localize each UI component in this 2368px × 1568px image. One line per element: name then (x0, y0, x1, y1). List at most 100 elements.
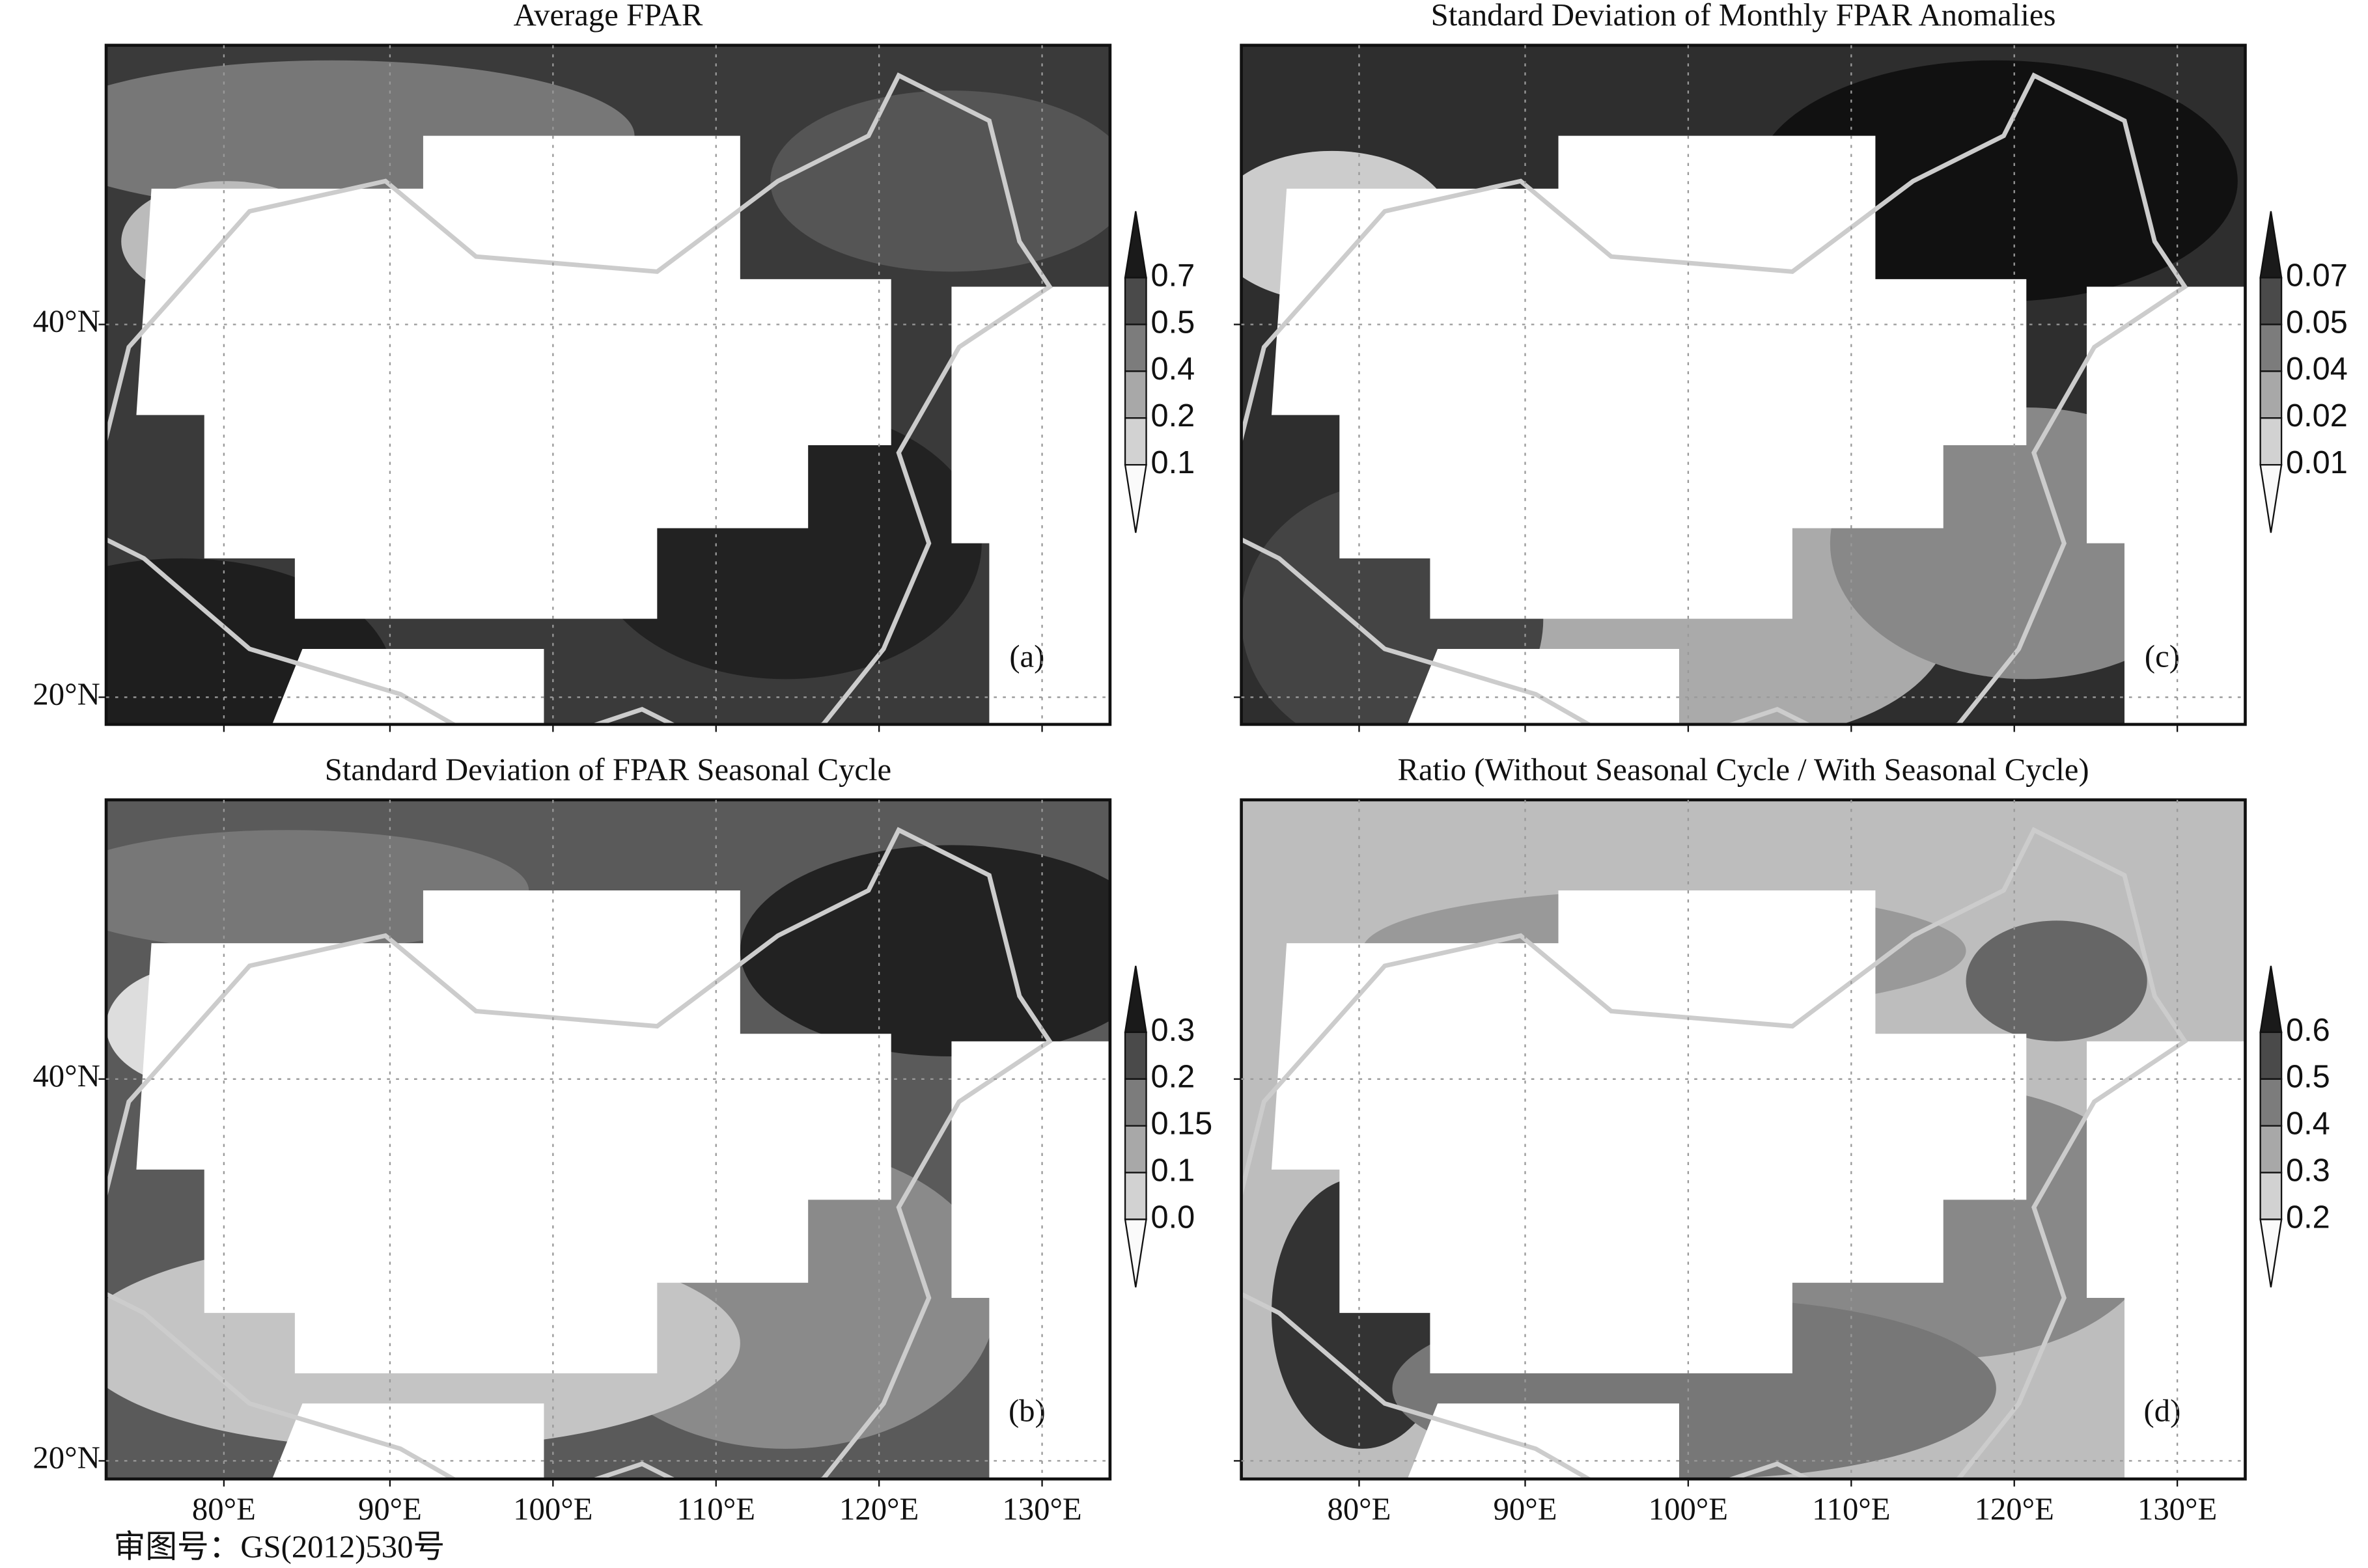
colorbar-tick-label: 0.4 (2286, 1107, 2330, 1142)
map-frame (1240, 44, 2247, 726)
colorbar-segment (2259, 1078, 2283, 1127)
y-tick-label: 40°N (33, 304, 100, 339)
panel-label: (a) (1009, 639, 1044, 674)
missing-data (951, 1041, 1110, 1479)
y-tick-label: 40°N (33, 1058, 100, 1093)
panel-title: Standard Deviation of Monthly FPAR Anoma… (1431, 0, 2056, 33)
colorbar-segment (2259, 277, 2283, 325)
colorbar-segment (2259, 370, 2283, 419)
colorbar-end (1124, 211, 1147, 279)
colorbar-end (2259, 1218, 2283, 1287)
contour-region (740, 845, 1110, 1056)
panel-label: (b) (1009, 1394, 1046, 1429)
colorbar-segment (1124, 1031, 1147, 1080)
colorbar-tick-label: 0.1 (1150, 1153, 1195, 1188)
map-field (1241, 45, 2246, 724)
panel-title: Ratio (Without Seasonal Cycle / With Sea… (1398, 752, 2089, 787)
china-border (106, 827, 1053, 1479)
y-tick-label: 20°N (33, 676, 100, 711)
colorbar-segment (1124, 1125, 1147, 1174)
map-field (106, 799, 1110, 1479)
y-tick-label: 20°N (33, 1440, 100, 1476)
colorbar-end (1124, 1218, 1147, 1287)
colorbar-tick-label: 0.2 (1150, 398, 1195, 433)
x-tick-label: 100°E (513, 1491, 592, 1526)
map-frame (104, 798, 1112, 1481)
panel-label: (c) (2145, 639, 2180, 674)
map-panel: Average FPAR (a) 40°N 20°N 0.7 0.5 0.4 0.2 0.1 (33, 0, 1195, 732)
footer: 审图号：GS(2012)530号 (114, 1529, 445, 1564)
map-frame (1240, 798, 2247, 1481)
missing-data (272, 648, 544, 724)
colorbar-tick-label: 0.5 (1150, 305, 1195, 340)
missing-data (1407, 648, 1679, 724)
x-tick-label: 80°E (1328, 1491, 1391, 1526)
colorbar-tick-label: 0.2 (1150, 1060, 1195, 1095)
colorbar-tick-label: 0.0 (1150, 1200, 1195, 1235)
colorbar-tick-label: 0.07 (2286, 258, 2348, 293)
x-tick-label: 110°E (1812, 1491, 1890, 1526)
colorbar-segment (1124, 1078, 1147, 1127)
missing-data (951, 286, 1110, 724)
missing-data (1271, 135, 2027, 619)
map-panel: Standard Deviation of Monthly FPAR Anoma… (1234, 0, 2348, 732)
china-border (1241, 72, 2188, 724)
colorbar-end (1124, 463, 1147, 533)
colorbar-end (1124, 965, 1147, 1034)
colorbar-tick-label: 0.2 (2286, 1200, 2330, 1235)
colorbar-tick-label: 0.3 (2286, 1153, 2330, 1188)
map-frame (104, 44, 1112, 726)
contour-region (106, 830, 529, 951)
map-field (106, 45, 1110, 724)
colorbar-tick-label: 0.04 (2286, 351, 2348, 387)
colorbar-tick-label: 0.6 (2286, 1013, 2330, 1048)
x-tick-label: 130°E (2138, 1491, 2217, 1526)
colorbar-segment (2259, 1172, 2283, 1220)
x-tick-label: 120°E (839, 1491, 919, 1526)
colorbar-segment (1124, 1172, 1147, 1220)
colorbar-end (2259, 211, 2283, 279)
colorbar-segment (2259, 1031, 2283, 1080)
missing-data (136, 890, 891, 1373)
missing-data (1271, 890, 2027, 1373)
x-tick-label: 80°E (192, 1491, 256, 1526)
x-tick-label: 110°E (677, 1491, 755, 1526)
panel-label: (d) (2144, 1394, 2181, 1429)
x-tick-label: 120°E (1975, 1491, 2054, 1526)
colorbar-tick-label: 0.7 (1150, 258, 1195, 293)
contour-region (770, 90, 1110, 272)
missing-data (272, 1403, 544, 1479)
colorbar-segment (2259, 417, 2283, 466)
colorbar-segment (1124, 370, 1147, 419)
x-tick-label: 130°E (1002, 1491, 1081, 1526)
x-tick-label: 100°E (1649, 1491, 1728, 1526)
missing-data (136, 135, 891, 619)
contour-region (1966, 920, 2147, 1041)
colorbar-tick-label: 0.05 (2286, 305, 2348, 340)
colorbar-tick-label: 0.5 (2286, 1060, 2330, 1095)
colorbar-tick-label: 0.3 (1150, 1013, 1195, 1048)
china-border (106, 72, 1053, 724)
missing-data (2087, 1041, 2246, 1479)
colorbar-end (2259, 965, 2283, 1034)
colorbar-tick-label: 0.4 (1150, 351, 1195, 387)
missing-data (2087, 286, 2246, 724)
missing-data (1407, 1403, 1679, 1479)
colorbar-tick-label: 0.02 (2286, 398, 2348, 433)
map-panel: Standard Deviation of FPAR Seasonal Cycl… (33, 752, 1212, 1526)
colorbar-tick-label: 0.01 (2286, 445, 2348, 480)
x-tick-label: 90°E (358, 1491, 422, 1526)
colorbar-segment (1124, 323, 1147, 372)
panel-title: Average FPAR (514, 0, 703, 33)
colorbar-tick-label: 0.15 (1150, 1107, 1212, 1142)
colorbar-segment (1124, 417, 1147, 466)
map-panel: Ratio (Without Seasonal Cycle / With Sea… (1234, 752, 2330, 1526)
map-field (1241, 799, 2246, 1479)
colorbar-segment (2259, 1125, 2283, 1174)
colorbar-segment (1124, 277, 1147, 325)
colorbar-tick-label: 0.1 (1150, 445, 1195, 480)
panel-title: Standard Deviation of FPAR Seasonal Cycl… (325, 752, 891, 787)
colorbar-segment (2259, 323, 2283, 372)
china-border (1241, 827, 2188, 1479)
